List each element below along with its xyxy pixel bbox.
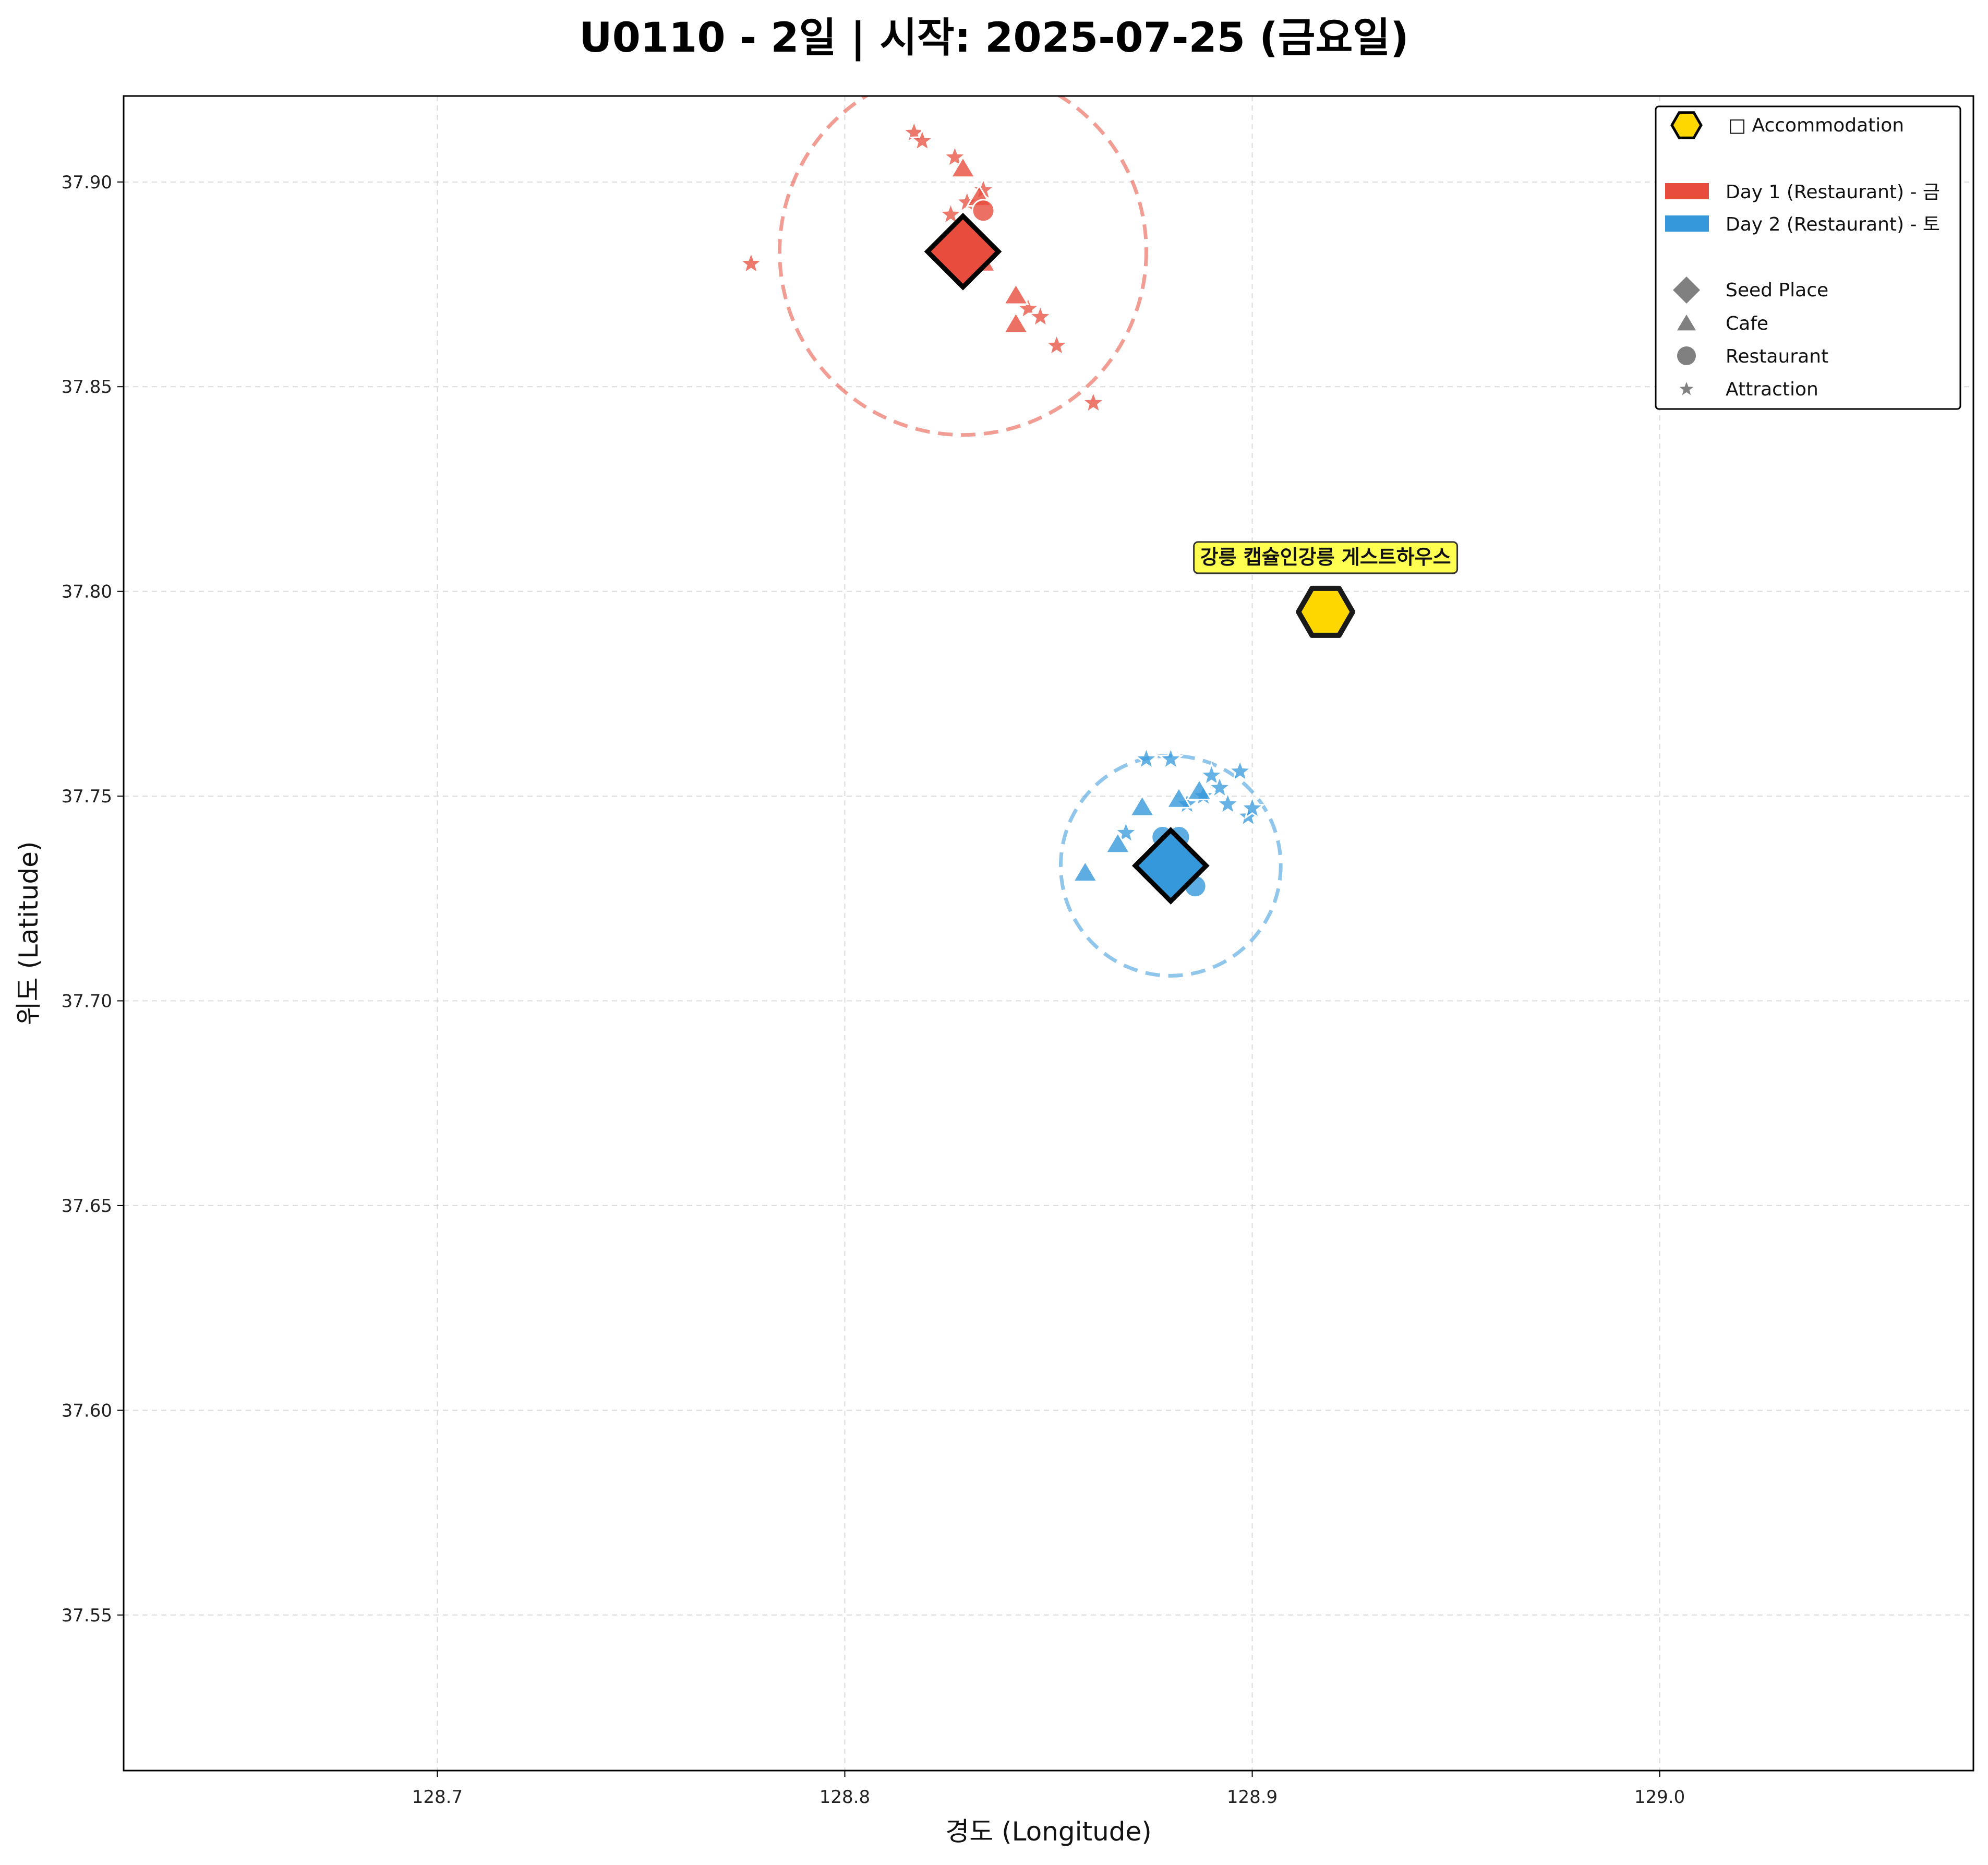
legend-cafe-triangle-icon [1677, 315, 1696, 331]
day1-attraction-point [1043, 332, 1070, 357]
day2-cafe-point [1104, 831, 1131, 854]
y-tick-label: 37.65 [62, 1196, 112, 1217]
legend-accommodation-icon [1670, 111, 1703, 139]
day1-cafe-point [1003, 311, 1029, 334]
axis-ticks-layer: 128.7 128.8 128.9 129.0 37.55 37.60 37.65 37.70… [62, 172, 1685, 1808]
day2-attraction-point [1158, 745, 1184, 771]
day1-attraction-point [1080, 389, 1106, 414]
legend-attraction-star-icon [1679, 382, 1694, 395]
cluster-radius-layer [778, 96, 1283, 978]
y-tick-label: 37.75 [62, 786, 112, 807]
day2-attraction-point [1207, 774, 1233, 799]
day1-seed-place-marker [924, 212, 1002, 291]
legend-restaurant-circle-icon [1677, 346, 1696, 365]
points-layer [738, 119, 1266, 898]
day1-attraction-point [942, 143, 968, 169]
day2-cafe-point [1186, 778, 1213, 801]
legend-seed-diamond-icon [1673, 276, 1700, 304]
day1-attraction-point [738, 250, 764, 275]
legend-day2-swatch [1665, 215, 1709, 232]
day1-attraction-point [937, 201, 964, 226]
x-tick-label: 129.0 [1634, 1787, 1685, 1808]
day2-cafe-point [1129, 794, 1156, 817]
accommodation-layer: 강릉 캡슐인강릉 게스트하우스 [1193, 541, 1459, 638]
y-tick-label: 37.90 [62, 172, 112, 193]
legend-day1-swatch [1665, 183, 1709, 199]
y-tick-label: 37.70 [62, 991, 112, 1012]
x-axis-label: 경도 (Longitude) [945, 1816, 1152, 1847]
day1-cafe-point [1003, 282, 1029, 305]
seed-place-layer [924, 212, 1210, 905]
plot-frame [123, 95, 1974, 1772]
day1-attraction-point [1027, 303, 1054, 329]
day2-attraction-point [1133, 745, 1160, 771]
day1-cafe-point [949, 155, 977, 178]
day2-cafe-point [1165, 786, 1192, 809]
legend: □ Accommodation Day 1 (Restaurant) - 금 D… [1655, 105, 1961, 410]
accommodation-label-box [1193, 541, 1459, 574]
day2-seed-place-marker [1131, 827, 1210, 905]
day2-attraction-point [1113, 819, 1139, 844]
x-tick-label: 128.9 [1227, 1787, 1278, 1808]
y-tick-label: 37.85 [62, 377, 112, 398]
day2-cafe-point [1071, 860, 1099, 883]
legend-day2-label: Day 2 (Restaurant) - 토 [1726, 214, 1940, 235]
legend-restaurant-label: Restaurant [1726, 346, 1828, 367]
accommodation-hexagon-marker [1296, 585, 1356, 638]
y-axis-label: 위도 (Latitude) [14, 841, 44, 1026]
day1-radius-circle [778, 96, 1148, 437]
legend-day1-label: Day 1 (Restaurant) - 금 [1726, 182, 1940, 203]
y-tick-label: 37.60 [62, 1400, 112, 1421]
legend-attraction-label: Attraction [1726, 379, 1818, 400]
legend-accommodation-label: □ Accommodation [1728, 115, 1904, 136]
accommodation-label: 강릉 캡슐인강릉 게스트하우스 [1200, 546, 1451, 569]
legend-seed-label: Seed Place [1726, 280, 1828, 301]
day2-attraction-point [1214, 790, 1241, 816]
legend-box [1655, 105, 1961, 410]
y-tick-label: 37.55 [62, 1605, 112, 1626]
day2-attraction-point [1239, 795, 1266, 820]
chart-title: U0110 - 2일 | 시작: 2025-07-25 (금요일) [579, 15, 1409, 62]
day2-attraction-point [1227, 757, 1254, 783]
day1-attraction-point [909, 127, 935, 152]
y-tick-label: 37.80 [62, 582, 112, 603]
legend-cafe-label: Cafe [1726, 313, 1768, 334]
x-tick-label: 128.7 [412, 1787, 463, 1808]
day1-restaurant-point [971, 199, 995, 223]
day1-attraction-point [1015, 295, 1041, 320]
day2-attraction-point [1198, 762, 1225, 787]
x-tick-label: 128.8 [820, 1787, 870, 1808]
